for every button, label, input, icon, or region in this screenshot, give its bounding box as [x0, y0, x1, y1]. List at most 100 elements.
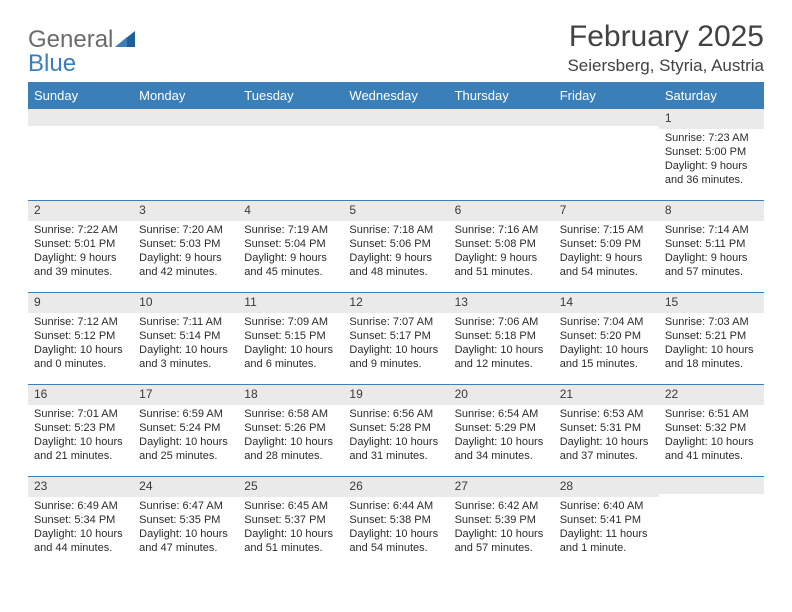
- daylight-line: Daylight: 10 hours and 51 minutes.: [244, 527, 337, 556]
- sunrise-line: Sunrise: 7:04 AM: [560, 315, 653, 329]
- sunrise-line: Sunrise: 6:53 AM: [560, 407, 653, 421]
- weekday-wednesday: Wednesday: [343, 83, 448, 108]
- calendar-grid: 1Sunrise: 7:23 AMSunset: 5:00 PMDaylight…: [28, 108, 764, 568]
- sunset-line: Sunset: 5:03 PM: [139, 237, 232, 251]
- day-number-bar: 14: [554, 292, 659, 313]
- day-cell: 22Sunrise: 6:51 AMSunset: 5:32 PMDayligh…: [659, 384, 764, 476]
- daylight-line: Daylight: 9 hours and 39 minutes.: [34, 251, 127, 280]
- day-content: Sunrise: 6:56 AMSunset: 5:28 PMDaylight:…: [343, 405, 448, 466]
- day-content: Sunrise: 7:14 AMSunset: 5:11 PMDaylight:…: [659, 221, 764, 282]
- day-cell: 14Sunrise: 7:04 AMSunset: 5:20 PMDayligh…: [554, 292, 659, 384]
- day-content: Sunrise: 7:22 AMSunset: 5:01 PMDaylight:…: [28, 221, 133, 282]
- sunrise-line: Sunrise: 7:18 AM: [349, 223, 442, 237]
- day-cell: [343, 108, 448, 200]
- day-content: Sunrise: 7:07 AMSunset: 5:17 PMDaylight:…: [343, 313, 448, 374]
- daylight-line: Daylight: 10 hours and 41 minutes.: [665, 435, 758, 464]
- weekday-sunday: Sunday: [28, 83, 133, 108]
- sunset-line: Sunset: 5:26 PM: [244, 421, 337, 435]
- day-cell: 3Sunrise: 7:20 AMSunset: 5:03 PMDaylight…: [133, 200, 238, 292]
- sunrise-line: Sunrise: 6:44 AM: [349, 499, 442, 513]
- day-cell: 27Sunrise: 6:42 AMSunset: 5:39 PMDayligh…: [449, 476, 554, 568]
- day-number-bar: [554, 108, 659, 126]
- day-cell: [449, 108, 554, 200]
- daylight-line: Daylight: 9 hours and 57 minutes.: [665, 251, 758, 280]
- daylight-line: Daylight: 10 hours and 6 minutes.: [244, 343, 337, 372]
- day-cell: 2Sunrise: 7:22 AMSunset: 5:01 PMDaylight…: [28, 200, 133, 292]
- sunset-line: Sunset: 5:32 PM: [665, 421, 758, 435]
- logo-triangle-icon: [115, 31, 135, 52]
- sunset-line: Sunset: 5:20 PM: [560, 329, 653, 343]
- day-content: Sunrise: 7:04 AMSunset: 5:20 PMDaylight:…: [554, 313, 659, 374]
- daylight-line: Daylight: 10 hours and 12 minutes.: [455, 343, 548, 372]
- day-number-bar: 9: [28, 292, 133, 313]
- daylight-line: Daylight: 9 hours and 48 minutes.: [349, 251, 442, 280]
- daylight-line: Daylight: 11 hours and 1 minute.: [560, 527, 653, 556]
- day-content: [449, 126, 554, 130]
- sunrise-line: Sunrise: 6:58 AM: [244, 407, 337, 421]
- day-content: [133, 126, 238, 130]
- day-number-bar: [659, 476, 764, 494]
- day-content: [659, 494, 764, 498]
- day-cell: 15Sunrise: 7:03 AMSunset: 5:21 PMDayligh…: [659, 292, 764, 384]
- day-number-bar: 4: [238, 200, 343, 221]
- sunset-line: Sunset: 5:35 PM: [139, 513, 232, 527]
- daylight-line: Daylight: 9 hours and 36 minutes.: [665, 159, 758, 188]
- sunset-line: Sunset: 5:29 PM: [455, 421, 548, 435]
- sunset-line: Sunset: 5:04 PM: [244, 237, 337, 251]
- sunset-line: Sunset: 5:11 PM: [665, 237, 758, 251]
- day-number-bar: 7: [554, 200, 659, 221]
- day-content: [554, 126, 659, 130]
- day-content: Sunrise: 6:40 AMSunset: 5:41 PMDaylight:…: [554, 497, 659, 558]
- day-content: Sunrise: 6:53 AMSunset: 5:31 PMDaylight:…: [554, 405, 659, 466]
- weekday-tuesday: Tuesday: [238, 83, 343, 108]
- month-title: February 2025: [567, 20, 764, 54]
- day-content: Sunrise: 7:15 AMSunset: 5:09 PMDaylight:…: [554, 221, 659, 282]
- daylight-line: Daylight: 10 hours and 9 minutes.: [349, 343, 442, 372]
- day-content: [343, 126, 448, 130]
- day-cell: 26Sunrise: 6:44 AMSunset: 5:38 PMDayligh…: [343, 476, 448, 568]
- day-cell: [28, 108, 133, 200]
- day-cell: 25Sunrise: 6:45 AMSunset: 5:37 PMDayligh…: [238, 476, 343, 568]
- sunset-line: Sunset: 5:24 PM: [139, 421, 232, 435]
- sunrise-line: Sunrise: 6:59 AM: [139, 407, 232, 421]
- day-number-bar: [238, 108, 343, 126]
- day-number-bar: 21: [554, 384, 659, 405]
- location: Seiersberg, Styria, Austria: [567, 56, 764, 76]
- day-number-bar: 13: [449, 292, 554, 313]
- day-content: Sunrise: 7:11 AMSunset: 5:14 PMDaylight:…: [133, 313, 238, 374]
- day-cell: 24Sunrise: 6:47 AMSunset: 5:35 PMDayligh…: [133, 476, 238, 568]
- sunrise-line: Sunrise: 7:16 AM: [455, 223, 548, 237]
- day-content: Sunrise: 6:42 AMSunset: 5:39 PMDaylight:…: [449, 497, 554, 558]
- day-cell: [238, 108, 343, 200]
- sunrise-line: Sunrise: 6:56 AM: [349, 407, 442, 421]
- sunset-line: Sunset: 5:34 PM: [34, 513, 127, 527]
- day-content: Sunrise: 6:51 AMSunset: 5:32 PMDaylight:…: [659, 405, 764, 466]
- day-number-bar: 23: [28, 476, 133, 497]
- daylight-line: Daylight: 10 hours and 44 minutes.: [34, 527, 127, 556]
- sunrise-line: Sunrise: 7:07 AM: [349, 315, 442, 329]
- day-content: Sunrise: 6:49 AMSunset: 5:34 PMDaylight:…: [28, 497, 133, 558]
- daylight-line: Daylight: 9 hours and 42 minutes.: [139, 251, 232, 280]
- weekday-monday: Monday: [133, 83, 238, 108]
- daylight-line: Daylight: 10 hours and 28 minutes.: [244, 435, 337, 464]
- weekday-header-row: Sunday Monday Tuesday Wednesday Thursday…: [28, 83, 764, 108]
- daylight-line: Daylight: 10 hours and 57 minutes.: [455, 527, 548, 556]
- sunset-line: Sunset: 5:08 PM: [455, 237, 548, 251]
- weekday-thursday: Thursday: [449, 83, 554, 108]
- sunset-line: Sunset: 5:12 PM: [34, 329, 127, 343]
- day-content: Sunrise: 7:06 AMSunset: 5:18 PMDaylight:…: [449, 313, 554, 374]
- sunset-line: Sunset: 5:41 PM: [560, 513, 653, 527]
- day-cell: 5Sunrise: 7:18 AMSunset: 5:06 PMDaylight…: [343, 200, 448, 292]
- day-cell: 18 Sunrise: 6:58 AMSunset: 5:26 PMDayligh…: [238, 384, 343, 476]
- day-number-bar: 22: [659, 384, 764, 405]
- day-number-bar: 17: [133, 384, 238, 405]
- day-number-bar: 3: [133, 200, 238, 221]
- sunrise-line: Sunrise: 6:49 AM: [34, 499, 127, 513]
- daylight-line: Daylight: 10 hours and 21 minutes.: [34, 435, 127, 464]
- sunrise-line: Sunrise: 7:11 AM: [139, 315, 232, 329]
- day-number-bar: 24: [133, 476, 238, 497]
- day-number-bar: 18: [238, 384, 343, 405]
- day-content: Sunrise: 7:12 AMSunset: 5:12 PMDaylight:…: [28, 313, 133, 374]
- day-cell: [659, 476, 764, 568]
- sunrise-line: Sunrise: 7:19 AM: [244, 223, 337, 237]
